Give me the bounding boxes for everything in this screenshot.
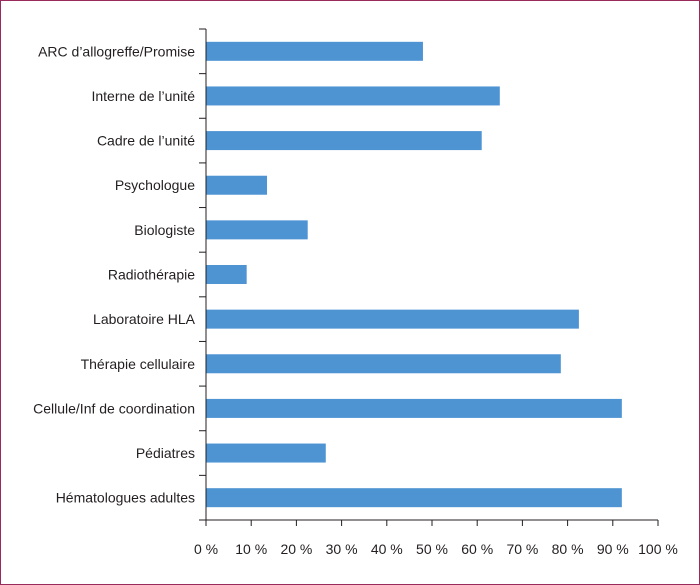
x-tick-label-1: 10 % bbox=[235, 541, 267, 557]
category-label-2: Cadre de l’unité bbox=[97, 133, 195, 149]
bar-7 bbox=[206, 354, 561, 374]
category-label-7: Thérapie cellulaire bbox=[81, 356, 196, 372]
category-label-9: Pédiatres bbox=[136, 445, 195, 461]
category-label-4: Biologiste bbox=[134, 222, 195, 238]
x-tick-label-2: 20 % bbox=[280, 541, 312, 557]
x-tick-label-8: 80 % bbox=[552, 541, 584, 557]
bar-8 bbox=[206, 398, 622, 418]
bar-9 bbox=[206, 443, 326, 463]
bar-10 bbox=[206, 488, 622, 508]
bar-3 bbox=[206, 175, 268, 195]
bar-1 bbox=[206, 86, 500, 106]
category-label-6: Laboratoire HLA bbox=[93, 311, 196, 327]
category-label-3: Psychologue bbox=[115, 177, 195, 193]
x-tick-label-0: 0 % bbox=[194, 541, 218, 557]
category-label-8: Cellule/Inf de coordination bbox=[33, 400, 195, 416]
bar-0 bbox=[206, 41, 423, 61]
category-label-0: ARC d’allogreffe/Promise bbox=[38, 43, 195, 59]
bar-4 bbox=[206, 220, 308, 240]
bar-5 bbox=[206, 265, 247, 284]
x-tick-label-10: 100 % bbox=[638, 541, 678, 557]
x-tick-label-3: 30 % bbox=[326, 541, 358, 557]
x-tick-label-4: 40 % bbox=[371, 541, 403, 557]
x-tick-label-6: 60 % bbox=[461, 541, 493, 557]
bar-6 bbox=[206, 309, 579, 329]
x-tick-label-5: 50 % bbox=[416, 541, 448, 557]
category-label-5: Radiothérapie bbox=[108, 267, 195, 283]
category-label-10: Hématologues adultes bbox=[56, 490, 195, 506]
x-tick-label-9: 90 % bbox=[597, 541, 629, 557]
x-tick-labels-group: 0 % 10 % 20 % 30 % 40 % 50 % 60 % 70 % 80 % 90 % 1… bbox=[194, 541, 678, 557]
axes-group bbox=[199, 28, 659, 526]
category-label-1: Interne de l’unité bbox=[91, 88, 195, 104]
x-tick-label-7: 70 % bbox=[506, 541, 538, 557]
category-labels-group: ARC d’allogreffe/Promise Interne de l’uni… bbox=[33, 43, 196, 505]
bar-2 bbox=[206, 131, 482, 151]
bars-group bbox=[206, 41, 622, 508]
